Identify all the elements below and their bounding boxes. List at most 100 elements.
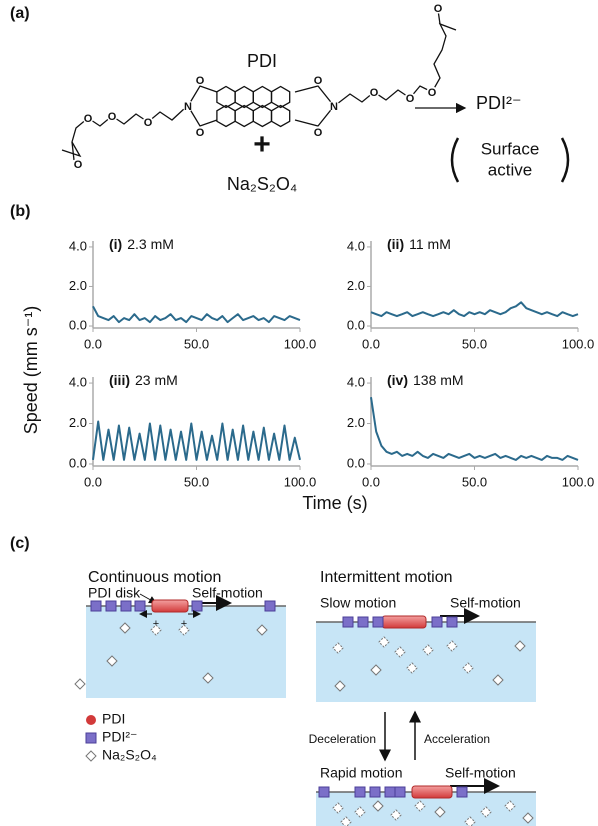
water — [86, 606, 286, 698]
dithionite-diamond — [370, 664, 382, 676]
diagram-label: Acceleration — [424, 732, 490, 746]
pdi2-square — [354, 786, 366, 798]
speed-line — [370, 301, 579, 318]
dithionite-diamond — [492, 674, 504, 686]
ring — [270, 85, 291, 109]
ring — [234, 104, 254, 128]
atom-bg — [432, 2, 444, 14]
y-tick-label: 0.0 — [347, 455, 365, 470]
pdi2-square — [342, 616, 354, 628]
dithionite-diamond — [504, 800, 516, 812]
y-tick-label: 4.0 — [69, 375, 87, 390]
dithionite-diamond — [372, 800, 384, 812]
x-tick-label: 0.0 — [362, 474, 380, 489]
atom-bg — [368, 86, 380, 98]
x-tick-label: 0.0 — [84, 474, 102, 489]
diagram-label: Intermittent motion — [320, 569, 453, 586]
atom-bg — [194, 126, 206, 138]
note: active — [488, 160, 532, 179]
chart-title-text: 138 mM — [413, 372, 464, 388]
pdi2-square — [134, 600, 146, 612]
pdi-disk — [411, 785, 453, 799]
pdi-disk — [151, 599, 189, 613]
ring — [216, 104, 236, 128]
legend-label: Na₂S₂O₄ — [102, 747, 157, 763]
dithionite-diamond — [150, 624, 162, 636]
legend-label: PDI — [102, 711, 125, 727]
atom: O — [314, 127, 323, 139]
x-tick-label: 100.0 — [562, 474, 595, 489]
dithionite-diamond — [119, 622, 131, 634]
atom: N — [184, 101, 192, 113]
atom-bg — [426, 86, 438, 98]
diagram-label: Self-motion — [192, 585, 263, 601]
dithionite-diamond — [522, 812, 534, 824]
atom-bg — [72, 158, 84, 170]
pdi2-square — [369, 786, 381, 798]
chart-title-text: 2.3 mM — [127, 236, 174, 252]
product: PDI²⁻ — [476, 93, 522, 113]
compound-name: PDI — [247, 51, 277, 71]
atom-bg — [312, 126, 324, 138]
dithionite-diamond — [378, 636, 390, 648]
x-tick-label: 0.0 — [362, 336, 380, 351]
y-tick-label: 4.0 — [69, 238, 87, 253]
y-tick-label: 2.0 — [69, 415, 87, 430]
y-tick-label: 2.0 — [347, 415, 365, 430]
panel-label: (a) — [10, 5, 30, 22]
diagram-label: Continuous motion — [88, 569, 221, 586]
atom-bg — [328, 100, 340, 112]
chart-label: (iii) — [109, 372, 130, 388]
y-tick-label: 0.0 — [69, 317, 87, 332]
atom: O — [370, 87, 379, 99]
x-tick-label: 0.0 — [84, 336, 102, 351]
chain — [336, 22, 457, 105]
dithionite-diamond — [434, 806, 446, 818]
diagram-label: + — [153, 618, 159, 630]
diagram-label: Slow motion — [320, 595, 396, 611]
atom-bg — [404, 92, 416, 104]
reagent: Na₂S₂O₄ — [227, 174, 297, 194]
atom: O — [74, 159, 83, 171]
chart-title: (iv) 138 mM — [387, 372, 464, 388]
plus: + — [253, 128, 271, 161]
pdi-disk — [381, 615, 427, 629]
pdi2-square — [90, 600, 102, 612]
chart-label: (i) — [109, 236, 122, 252]
ring — [252, 104, 273, 128]
dithionite-diamond — [414, 800, 426, 812]
dithionite-diamond — [406, 662, 418, 674]
atom: O — [196, 127, 205, 139]
pdi2-square — [456, 786, 468, 798]
dithionite-diamond — [390, 809, 402, 821]
x-tick-label: 100.0 — [284, 336, 317, 351]
atom-bg — [82, 112, 94, 124]
dithionite-diamond — [340, 816, 352, 826]
atom-bg — [194, 74, 206, 86]
diagram-label: Deceleration — [309, 732, 376, 746]
ring — [252, 85, 273, 109]
x-tick-label: 100.0 — [562, 336, 595, 351]
dithionite-diamond — [422, 644, 434, 656]
atom: O — [108, 111, 117, 123]
dithionite-diamond — [332, 642, 344, 654]
x-tick-label: 50.0 — [184, 336, 209, 351]
atom-bg — [142, 116, 154, 128]
chart-title: (i) 2.3 mM — [109, 236, 174, 252]
imide — [294, 85, 335, 127]
diagram-label: Self-motion — [450, 595, 521, 611]
dithionite-diamond — [106, 655, 118, 667]
chain — [61, 107, 186, 158]
panel-label: (b) — [10, 203, 30, 220]
pdi2-square — [357, 616, 369, 628]
pdi2-square — [394, 786, 406, 798]
chart-label: (iv) — [387, 372, 408, 388]
water — [316, 622, 536, 702]
y-tick-label: 2.0 — [69, 278, 87, 293]
diagram-label: + — [181, 618, 187, 630]
y-tick-label: 2.0 — [347, 278, 365, 293]
dithionite-diamond — [334, 680, 346, 692]
ring — [216, 85, 236, 109]
atom-bg — [106, 110, 118, 122]
